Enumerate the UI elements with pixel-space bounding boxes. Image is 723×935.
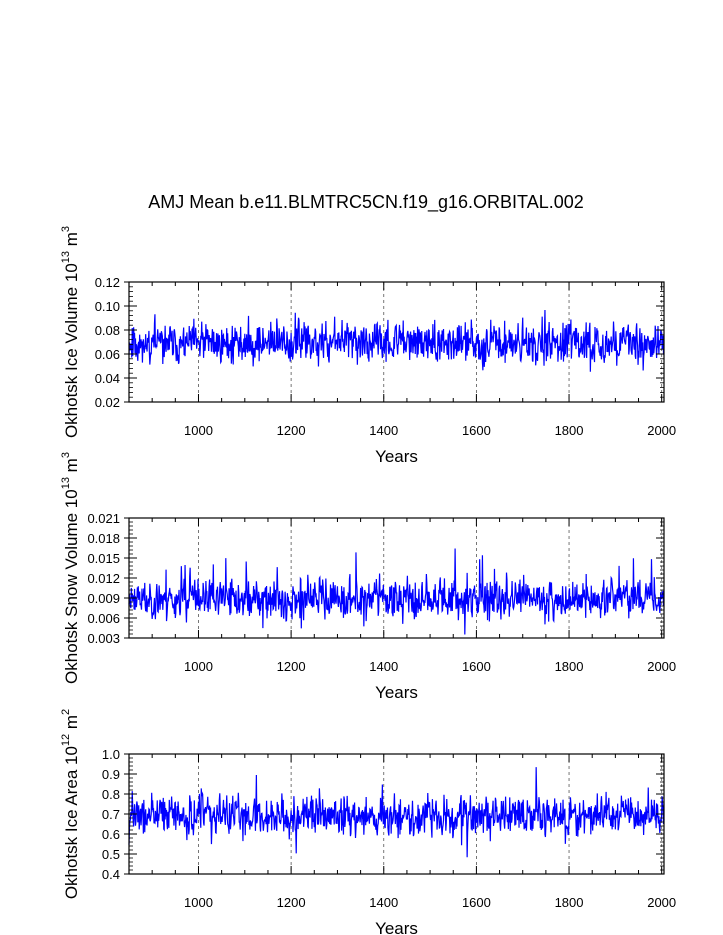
x-tick-label: 2000: [647, 895, 676, 910]
y-tick-label: 0.6: [102, 827, 120, 842]
x-tick-label: 1200: [277, 423, 306, 438]
x-tick-label: 1800: [555, 895, 584, 910]
y-tick-label: 1.0: [102, 747, 120, 762]
x-tick-label: 2000: [647, 423, 676, 438]
y-tick-label: 0.015: [87, 551, 120, 566]
chart-title: AMJ Mean b.e11.BLMTRC5CN.f19_g16.ORBITAL…: [148, 192, 584, 213]
y-tick-label: 0.02: [95, 395, 120, 410]
y-axis-label: Okhotsk Snow Volume 1013 m3: [60, 452, 81, 684]
x-tick-label: 1400: [369, 895, 398, 910]
y-tick-label: 0.012: [87, 571, 120, 586]
panel-1: 1000 1200 1400 1600 1800 2000 0.02 0.04 0.06 0.08…: [60, 226, 676, 466]
series-line: [128, 309, 665, 372]
x-axis-label: Years: [375, 919, 418, 935]
y-tick-label: 0.021: [87, 511, 120, 526]
x-axis-label: Years: [375, 683, 418, 702]
y-tick-label: 0.08: [95, 323, 120, 338]
x-tick-label: 1000: [184, 659, 213, 674]
x-tick-label: 2000: [647, 659, 676, 674]
y-tick-label: 0.10: [95, 299, 120, 314]
x-tick-label: 1000: [184, 895, 213, 910]
panel-3: 1000 1200 1400 1600 1800 2000 0.4 0.5 0.6 0.7 0.8 0…: [60, 709, 676, 935]
y-axis-label: Okhotsk Ice Volume 1013 m3: [60, 226, 81, 438]
y-tick-label: 0.04: [95, 371, 120, 386]
y-axis-label: Okhotsk Ice Area 1012 m2: [60, 709, 81, 899]
x-tick-label: 1600: [462, 423, 491, 438]
plot-frame: [128, 281, 665, 403]
x-tick-label: 1200: [277, 895, 306, 910]
x-tick-label: 1000: [184, 423, 213, 438]
y-tick-label: 0.9: [102, 767, 120, 782]
y-tick-label: 0.12: [95, 275, 120, 290]
y-tick-label: 0.009: [87, 591, 120, 606]
series-line: [128, 548, 665, 635]
y-tick-label: 0.7: [102, 807, 120, 822]
y-tick-label: 0.018: [87, 531, 120, 546]
x-tick-label: 1400: [369, 659, 398, 674]
y-tick-label: 0.006: [87, 611, 120, 626]
y-tick-label: 0.5: [102, 847, 120, 862]
x-axis-label: Years: [375, 447, 418, 466]
y-tick-label: 0.4: [102, 867, 120, 882]
x-tick-label: 1600: [462, 659, 491, 674]
x-tick-label: 1200: [277, 659, 306, 674]
y-tick-label: 0.8: [102, 787, 120, 802]
plot-frame: [128, 517, 665, 639]
y-tick-label: 0.06: [95, 347, 120, 362]
y-tick-label: 0.003: [87, 631, 120, 646]
series-line: [128, 767, 665, 858]
x-tick-label: 1800: [555, 659, 584, 674]
x-tick-label: 1800: [555, 423, 584, 438]
x-tick-label: 1600: [462, 895, 491, 910]
x-tick-label: 1400: [369, 423, 398, 438]
panel-2: 1000 1200 1400 1600 1800 2000 0.003 0.006 0.009 0…: [60, 452, 676, 702]
